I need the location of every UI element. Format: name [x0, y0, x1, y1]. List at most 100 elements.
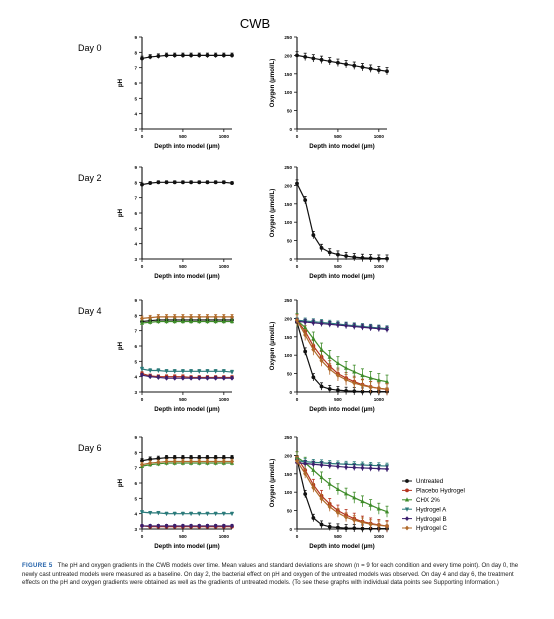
- data-point: [164, 511, 169, 517]
- data-point: [213, 314, 218, 320]
- data-point: [205, 523, 210, 529]
- caption-text: The pH and oxygen gradients in the CWB m…: [22, 562, 519, 587]
- y-tick-label: 4: [134, 112, 137, 117]
- data-point: [156, 523, 161, 529]
- data-point: [156, 368, 161, 374]
- x-tick-label: 1000: [219, 397, 230, 402]
- data-point: [181, 53, 185, 58]
- series-untreated: [140, 52, 234, 61]
- x-tick-label: 0: [296, 534, 299, 539]
- legend-marker: [405, 479, 409, 483]
- data-point: [188, 314, 194, 320]
- data-point: [311, 320, 316, 326]
- data-point: [205, 318, 210, 324]
- legend-item: Hydrogel A: [402, 506, 447, 513]
- data-point: [180, 375, 186, 381]
- data-point: [384, 379, 390, 384]
- data-point: [221, 180, 226, 185]
- day-label: Day 0: [78, 43, 102, 53]
- data-point: [148, 55, 153, 59]
- y-tick-label: 150: [284, 335, 292, 340]
- data-point: [352, 380, 357, 386]
- data-point: [221, 523, 226, 529]
- data-point: [229, 318, 235, 324]
- data-point: [344, 388, 348, 393]
- data-point: [188, 318, 194, 324]
- data-point: [352, 517, 357, 523]
- data-point: [376, 466, 381, 472]
- data-point: [344, 254, 348, 258]
- legend-label: Hydrogel B: [416, 516, 447, 523]
- data-point: [294, 317, 300, 323]
- series-untreated: [295, 179, 389, 263]
- data-point: [213, 523, 218, 529]
- data-point: [213, 53, 218, 58]
- y-tick-label: 50: [287, 109, 293, 114]
- legend: Untreated Placebo Hydrogel CHX 2% Hydrogel …: [402, 478, 465, 532]
- data-point: [221, 511, 226, 517]
- y-tick-label: 150: [284, 202, 292, 207]
- data-point: [205, 511, 210, 517]
- data-point: [376, 377, 381, 382]
- data-point: [164, 375, 169, 381]
- data-point: [197, 459, 202, 464]
- x-tick-label: 0: [141, 134, 144, 139]
- data-point: [376, 522, 381, 528]
- x-tick-label: 1000: [374, 397, 385, 402]
- data-point: [148, 181, 153, 186]
- data-point: [221, 375, 226, 381]
- data-point: [319, 246, 324, 250]
- data-point: [164, 314, 169, 320]
- data-point: [303, 319, 308, 325]
- data-point: [385, 69, 389, 74]
- data-point: [188, 511, 194, 517]
- series-hydrogel-b: [139, 523, 235, 529]
- data-point: [172, 459, 177, 464]
- day-label: Day 4: [78, 306, 102, 316]
- legend-marker: [404, 507, 410, 512]
- data-point: [148, 460, 153, 466]
- y-tick-label: 4: [134, 242, 137, 247]
- data-point: [327, 354, 332, 359]
- series-line: [141, 462, 232, 467]
- x-tick-label: 500: [334, 397, 342, 402]
- y-tick-label: 8: [134, 50, 137, 55]
- x-axis-label: Depth into model (µm): [309, 143, 374, 150]
- data-point: [205, 369, 210, 374]
- y-tick-label: 6: [134, 211, 137, 216]
- data-point: [229, 375, 235, 381]
- data-point: [336, 252, 340, 257]
- data-point: [197, 369, 202, 374]
- y-tick-label: 7: [134, 466, 137, 471]
- data-point: [311, 485, 316, 491]
- data-point: [181, 180, 185, 185]
- data-point: [368, 375, 373, 380]
- y-axis-label: pH: [117, 78, 124, 87]
- x-tick-label: 1000: [374, 134, 385, 139]
- data-point: [319, 474, 324, 480]
- x-tick-label: 1000: [219, 534, 230, 539]
- y-tick-label: 0: [289, 127, 292, 132]
- x-axis-label: Depth into model (µm): [309, 406, 374, 413]
- y-tick-label: 0: [289, 390, 292, 395]
- data-point: [385, 256, 389, 261]
- data-point: [229, 511, 235, 517]
- data-point: [376, 326, 381, 332]
- caption-label: FIGURE 5: [22, 562, 53, 569]
- data-point: [335, 360, 341, 365]
- legend-label: Hydrogel A: [416, 506, 447, 513]
- data-point: [205, 455, 210, 460]
- legend-label: Hydrogel C: [416, 525, 447, 532]
- y-tick-label: 9: [134, 165, 137, 170]
- data-point: [189, 180, 193, 185]
- data-point: [303, 471, 308, 477]
- y-tick-label: 8: [134, 313, 137, 318]
- data-point: [311, 233, 316, 237]
- data-point: [311, 336, 316, 341]
- series-hydrogel-b: [294, 317, 390, 333]
- data-point: [229, 370, 235, 375]
